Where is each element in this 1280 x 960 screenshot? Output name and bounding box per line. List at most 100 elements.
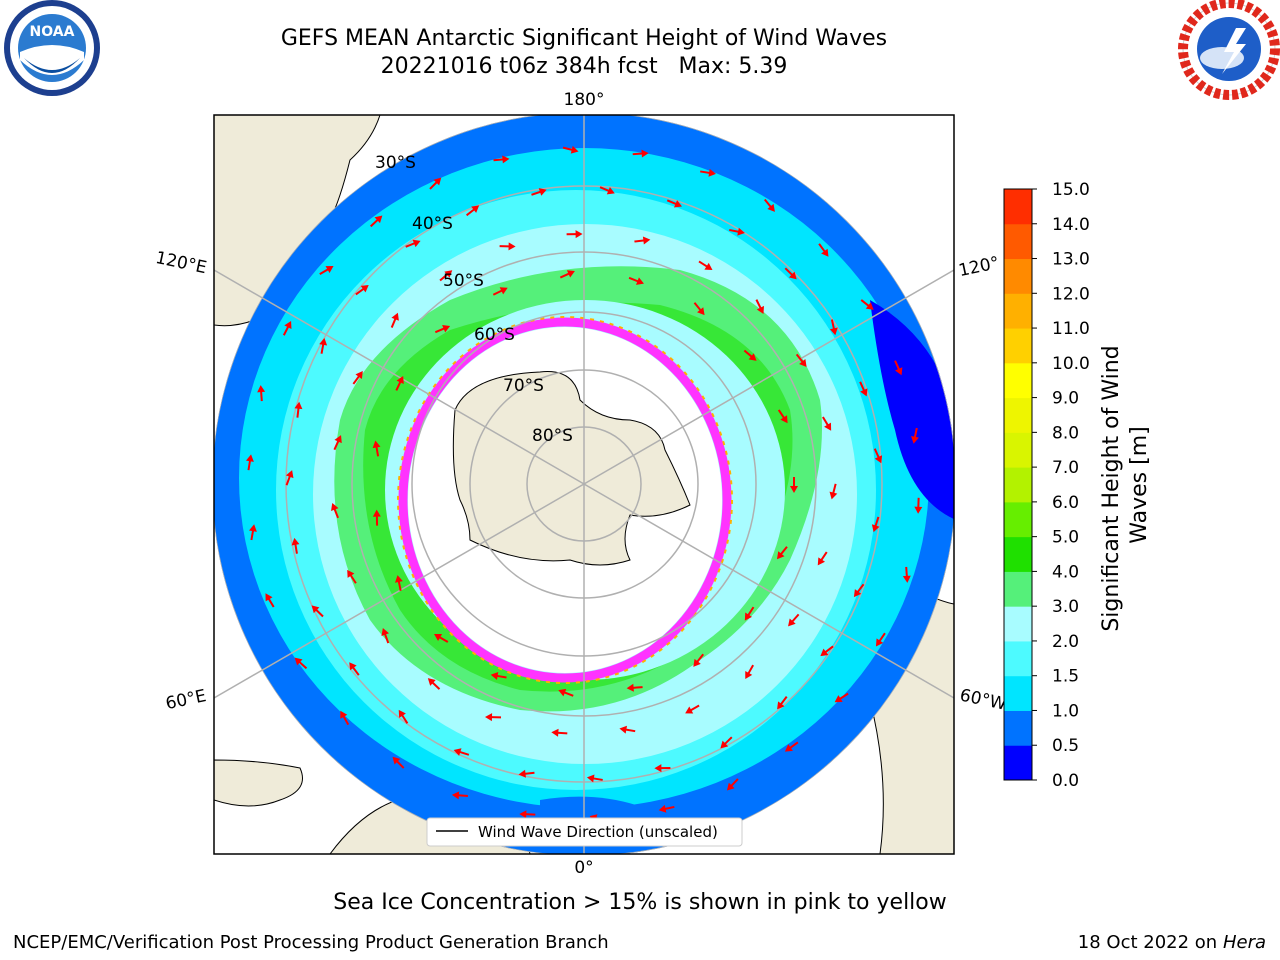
wave-direction-arrow <box>745 664 755 680</box>
credit-host: Hera <box>1222 932 1266 953</box>
wave-direction-arrow <box>628 276 644 285</box>
chart-subtitle: 20221016 t06z 384h fcst Max: 5.39 <box>380 54 788 79</box>
wave-direction-arrow <box>465 205 480 217</box>
wave-direction-arrow <box>790 477 798 493</box>
wave-direction-arrow <box>817 551 828 566</box>
wind-wave-arrows <box>245 145 923 822</box>
wave-direction-arrow <box>369 215 383 228</box>
lon-label-60e: 60°E <box>164 686 208 714</box>
wave-direction-arrow <box>586 774 603 783</box>
wave-direction-arrow <box>726 778 739 791</box>
wave-direction-arrow <box>859 381 868 397</box>
wave-direction-arrow <box>902 566 911 583</box>
colorbar-segment <box>1004 710 1032 746</box>
lon-label-0: 0° <box>574 858 593 878</box>
wave-direction-arrow <box>700 168 716 177</box>
colorbar-segment <box>1004 675 1032 711</box>
wave-direction-arrow <box>820 645 834 657</box>
colorbar-tick-label: 8.0 <box>1052 423 1079 443</box>
wave-direction-arrow <box>698 260 713 271</box>
wave-direction-arrow <box>763 198 775 212</box>
wave-direction-arrow <box>795 353 807 367</box>
lat-label-40s: 40°S <box>412 214 453 234</box>
wave-direction-arrow <box>427 678 441 690</box>
colorbar-segment <box>1004 432 1032 468</box>
wave-direction-arrow <box>429 177 442 190</box>
colorbar-tick-label: 15.0 <box>1052 180 1090 200</box>
wave-direction-arrow <box>788 613 800 627</box>
colorbar-tick-label: 12.0 <box>1052 284 1090 304</box>
lon-label-120w: 120° <box>957 253 1001 281</box>
wave-direction-arrow <box>249 524 257 541</box>
colorbar-tick-label: 0.0 <box>1052 771 1079 791</box>
wave-direction-arrow <box>439 270 453 282</box>
colorbar-tick-label: 7.0 <box>1052 458 1079 478</box>
wave-direction-arrow <box>349 662 360 676</box>
colorbar-frame <box>1003 188 1033 781</box>
chart-title: GEFS MEAN Antarctic Significant Height o… <box>280 26 888 51</box>
wave-direction-arrow <box>372 509 381 526</box>
wave-direction-arrow <box>355 284 369 296</box>
wave-direction-arrow <box>873 448 883 464</box>
wave-direction-arrow <box>634 236 651 245</box>
colorbar-segment <box>1004 223 1032 260</box>
wave-direction-arrow <box>381 628 390 644</box>
wave-direction-arrow <box>632 149 649 158</box>
colorbar-segment <box>1004 640 1032 677</box>
wave-direction-arrow <box>265 593 275 608</box>
wave-direction-arrow <box>311 605 324 618</box>
wave-direction-arrow <box>394 575 403 591</box>
colorbar-tick-label: 14.0 <box>1052 215 1090 235</box>
lat-label-80s: 80°S <box>532 426 573 446</box>
wave-direction-arrow <box>490 672 507 680</box>
lat-label-50s: 50°S <box>443 271 484 291</box>
colorbar-tick-label: 4.0 <box>1052 562 1079 582</box>
wave-direction-arrow <box>829 319 838 336</box>
noaa-logo-text: NOAA <box>30 24 75 40</box>
wave-direction-arrow <box>853 583 865 598</box>
wave-direction-arrow <box>875 632 886 647</box>
polar-map <box>214 115 954 854</box>
wave-direction-arrow <box>453 748 470 756</box>
wave-direction-arrow <box>658 804 675 813</box>
wave-direction-arrow <box>818 243 829 257</box>
wave-direction-arrow <box>294 401 303 418</box>
wave-direction-arrow <box>860 299 874 310</box>
wave-direction-arrow <box>911 427 919 444</box>
colorbar-tick-label: 0.5 <box>1052 736 1079 756</box>
wave-direction-arrow <box>654 764 671 773</box>
wave-direction-arrow <box>562 145 579 154</box>
wave-direction-arrow <box>531 188 547 196</box>
wave-direction-arrow <box>777 696 788 710</box>
wave-direction-arrow <box>822 416 832 431</box>
lat-label-60s: 60°S <box>474 325 515 345</box>
wave-direction-arrow <box>558 688 574 697</box>
wave-direction-arrow <box>871 516 880 533</box>
map-legend: Wind Wave Direction (unscaled) <box>426 817 743 847</box>
colorbar-segment <box>1004 501 1032 538</box>
wave-direction-arrow <box>398 709 409 724</box>
wave-direction-arrow <box>777 409 788 424</box>
wave-direction-arrow <box>451 791 468 800</box>
wave-direction-arrow <box>914 497 923 514</box>
wave-direction-arrow <box>834 692 849 703</box>
wave-direction-arrow <box>405 239 421 248</box>
wave-direction-arrow <box>492 287 508 296</box>
colorbar-segment <box>1004 293 1032 329</box>
lat-label-70s: 70°S <box>503 376 544 396</box>
wave-direction-arrow <box>493 155 510 164</box>
colorbar-tick-label: 3.0 <box>1052 597 1079 617</box>
colorbar: 0.0 0.5 1.0 1.5 2.0 3.0 4.0 5.0 6.0 7.0 8.0 9.0 10.0… <box>1003 180 1090 791</box>
colorbar-segment <box>1004 258 1032 294</box>
colorbar-segment <box>1004 328 1032 364</box>
credit-right: 18 Oct 2022 on Hera <box>1078 932 1266 953</box>
sea-ice-note: Sea Ice Concentration > 15% is shown in … <box>333 890 947 915</box>
wave-direction-arrow <box>666 199 682 208</box>
colorbar-label: Significant Height of Wind Waves [m] <box>1099 338 1152 631</box>
legend-label: Wind Wave Direction (unscaled) <box>478 823 718 841</box>
wave-direction-arrow <box>282 320 292 336</box>
colorbar-segment <box>1004 536 1032 572</box>
credit-date: 18 Oct 2022 on <box>1077 932 1223 953</box>
wave-direction-arrow <box>333 435 342 451</box>
